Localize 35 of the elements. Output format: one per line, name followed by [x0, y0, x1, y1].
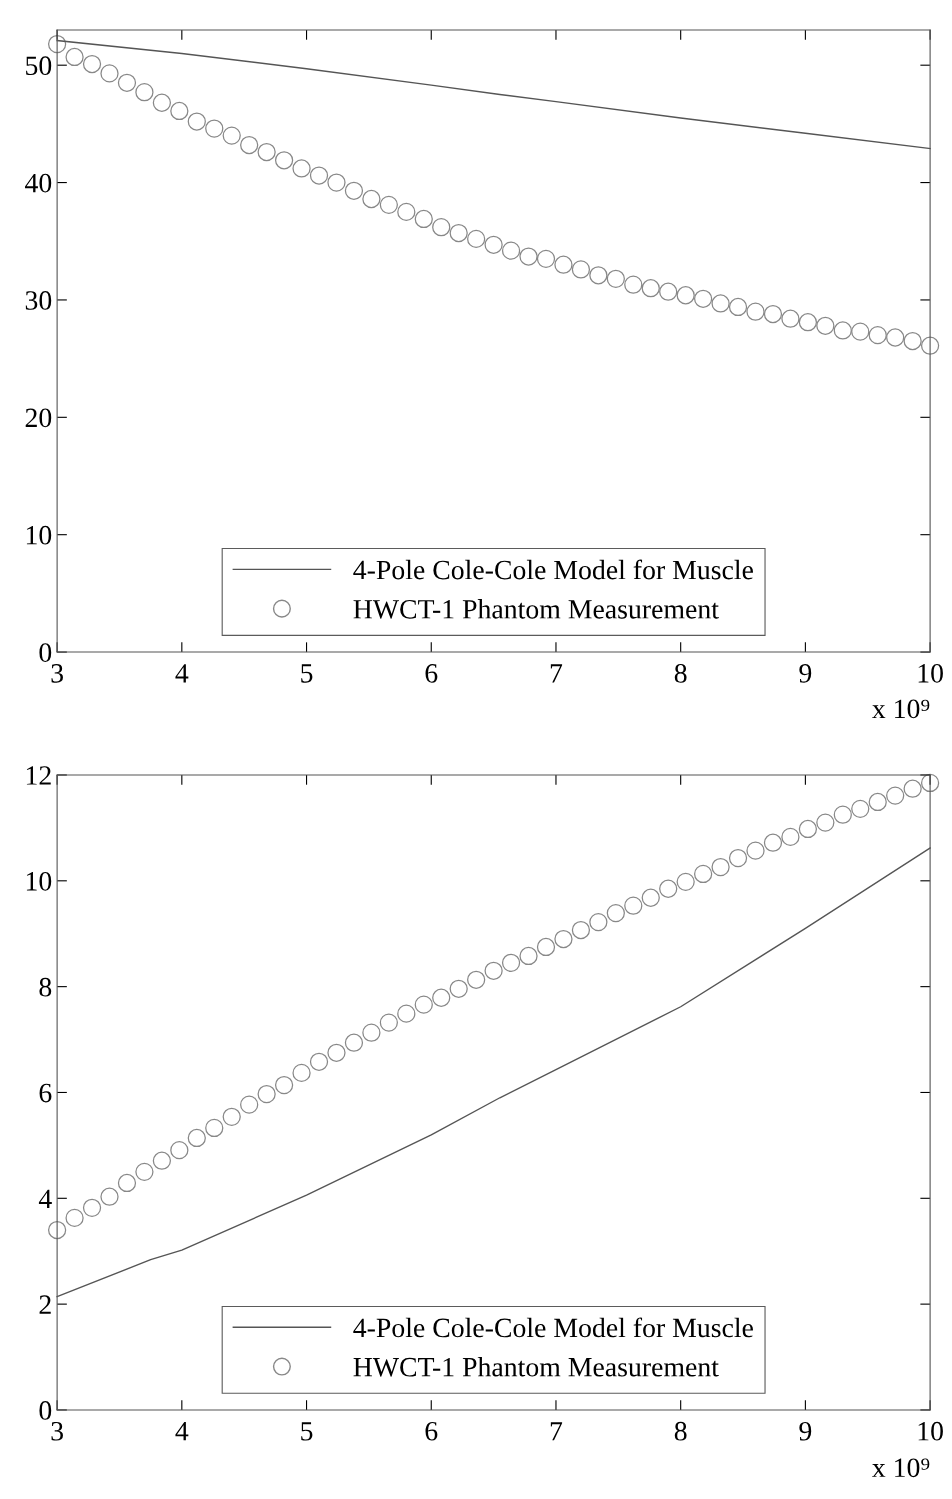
- y-tick-label: 10: [26, 525, 52, 545]
- y-tick-label: 0: [39, 1401, 52, 1420]
- y-tick-label: 10: [26, 871, 52, 891]
- legend-label: HWCT-1 Phantom Measurement: [353, 599, 719, 619]
- x-tick-label: 3: [51, 1421, 63, 1441]
- x-tick-label: 5: [301, 1422, 313, 1441]
- x-tick-label: 4: [175, 664, 189, 683]
- y-tick-label: 40: [25, 173, 52, 193]
- x-tick-label: 4: [175, 1422, 189, 1441]
- y-tick-label: 0: [39, 643, 52, 662]
- x-tick-label: 8: [674, 663, 687, 683]
- y-tick-label: 50: [26, 56, 52, 76]
- y-tick-label: 30: [25, 291, 52, 310]
- x-tick-label: 10: [918, 663, 943, 683]
- y-tick-label: 6: [39, 1083, 52, 1103]
- y-tick-label: 12: [26, 766, 51, 785]
- y-tick-label: 8: [39, 977, 52, 997]
- text: x 10⁹: [872, 699, 930, 719]
- x-tick-label: 7: [550, 664, 563, 683]
- legend-label: 4-Pole Cole-Cole Model for Muscle: [353, 559, 753, 580]
- y-tick-label: 2: [39, 1295, 51, 1314]
- text: x 10⁹: [872, 1458, 930, 1478]
- x-tick-label: 9: [799, 664, 812, 683]
- x-tick-label: 5: [301, 664, 313, 683]
- x-tick-label: 9: [799, 1421, 812, 1441]
- x-tick-label: 6: [425, 664, 438, 683]
- y-tick-label: 4: [38, 1189, 52, 1208]
- x-tick-label: 7: [550, 1422, 563, 1441]
- x-tick-label: 10: [918, 1421, 943, 1441]
- y-tick-label: 20: [25, 408, 52, 428]
- legend-label: 4-Pole Cole-Cole Model for Muscle: [353, 1317, 753, 1338]
- x-tick-label: 6: [425, 1421, 438, 1441]
- x-tick-label: 8: [674, 1421, 687, 1441]
- x-tick-label: 3: [51, 664, 63, 683]
- legend-label: HWCT-1 Phantom Measurement: [353, 1356, 719, 1377]
